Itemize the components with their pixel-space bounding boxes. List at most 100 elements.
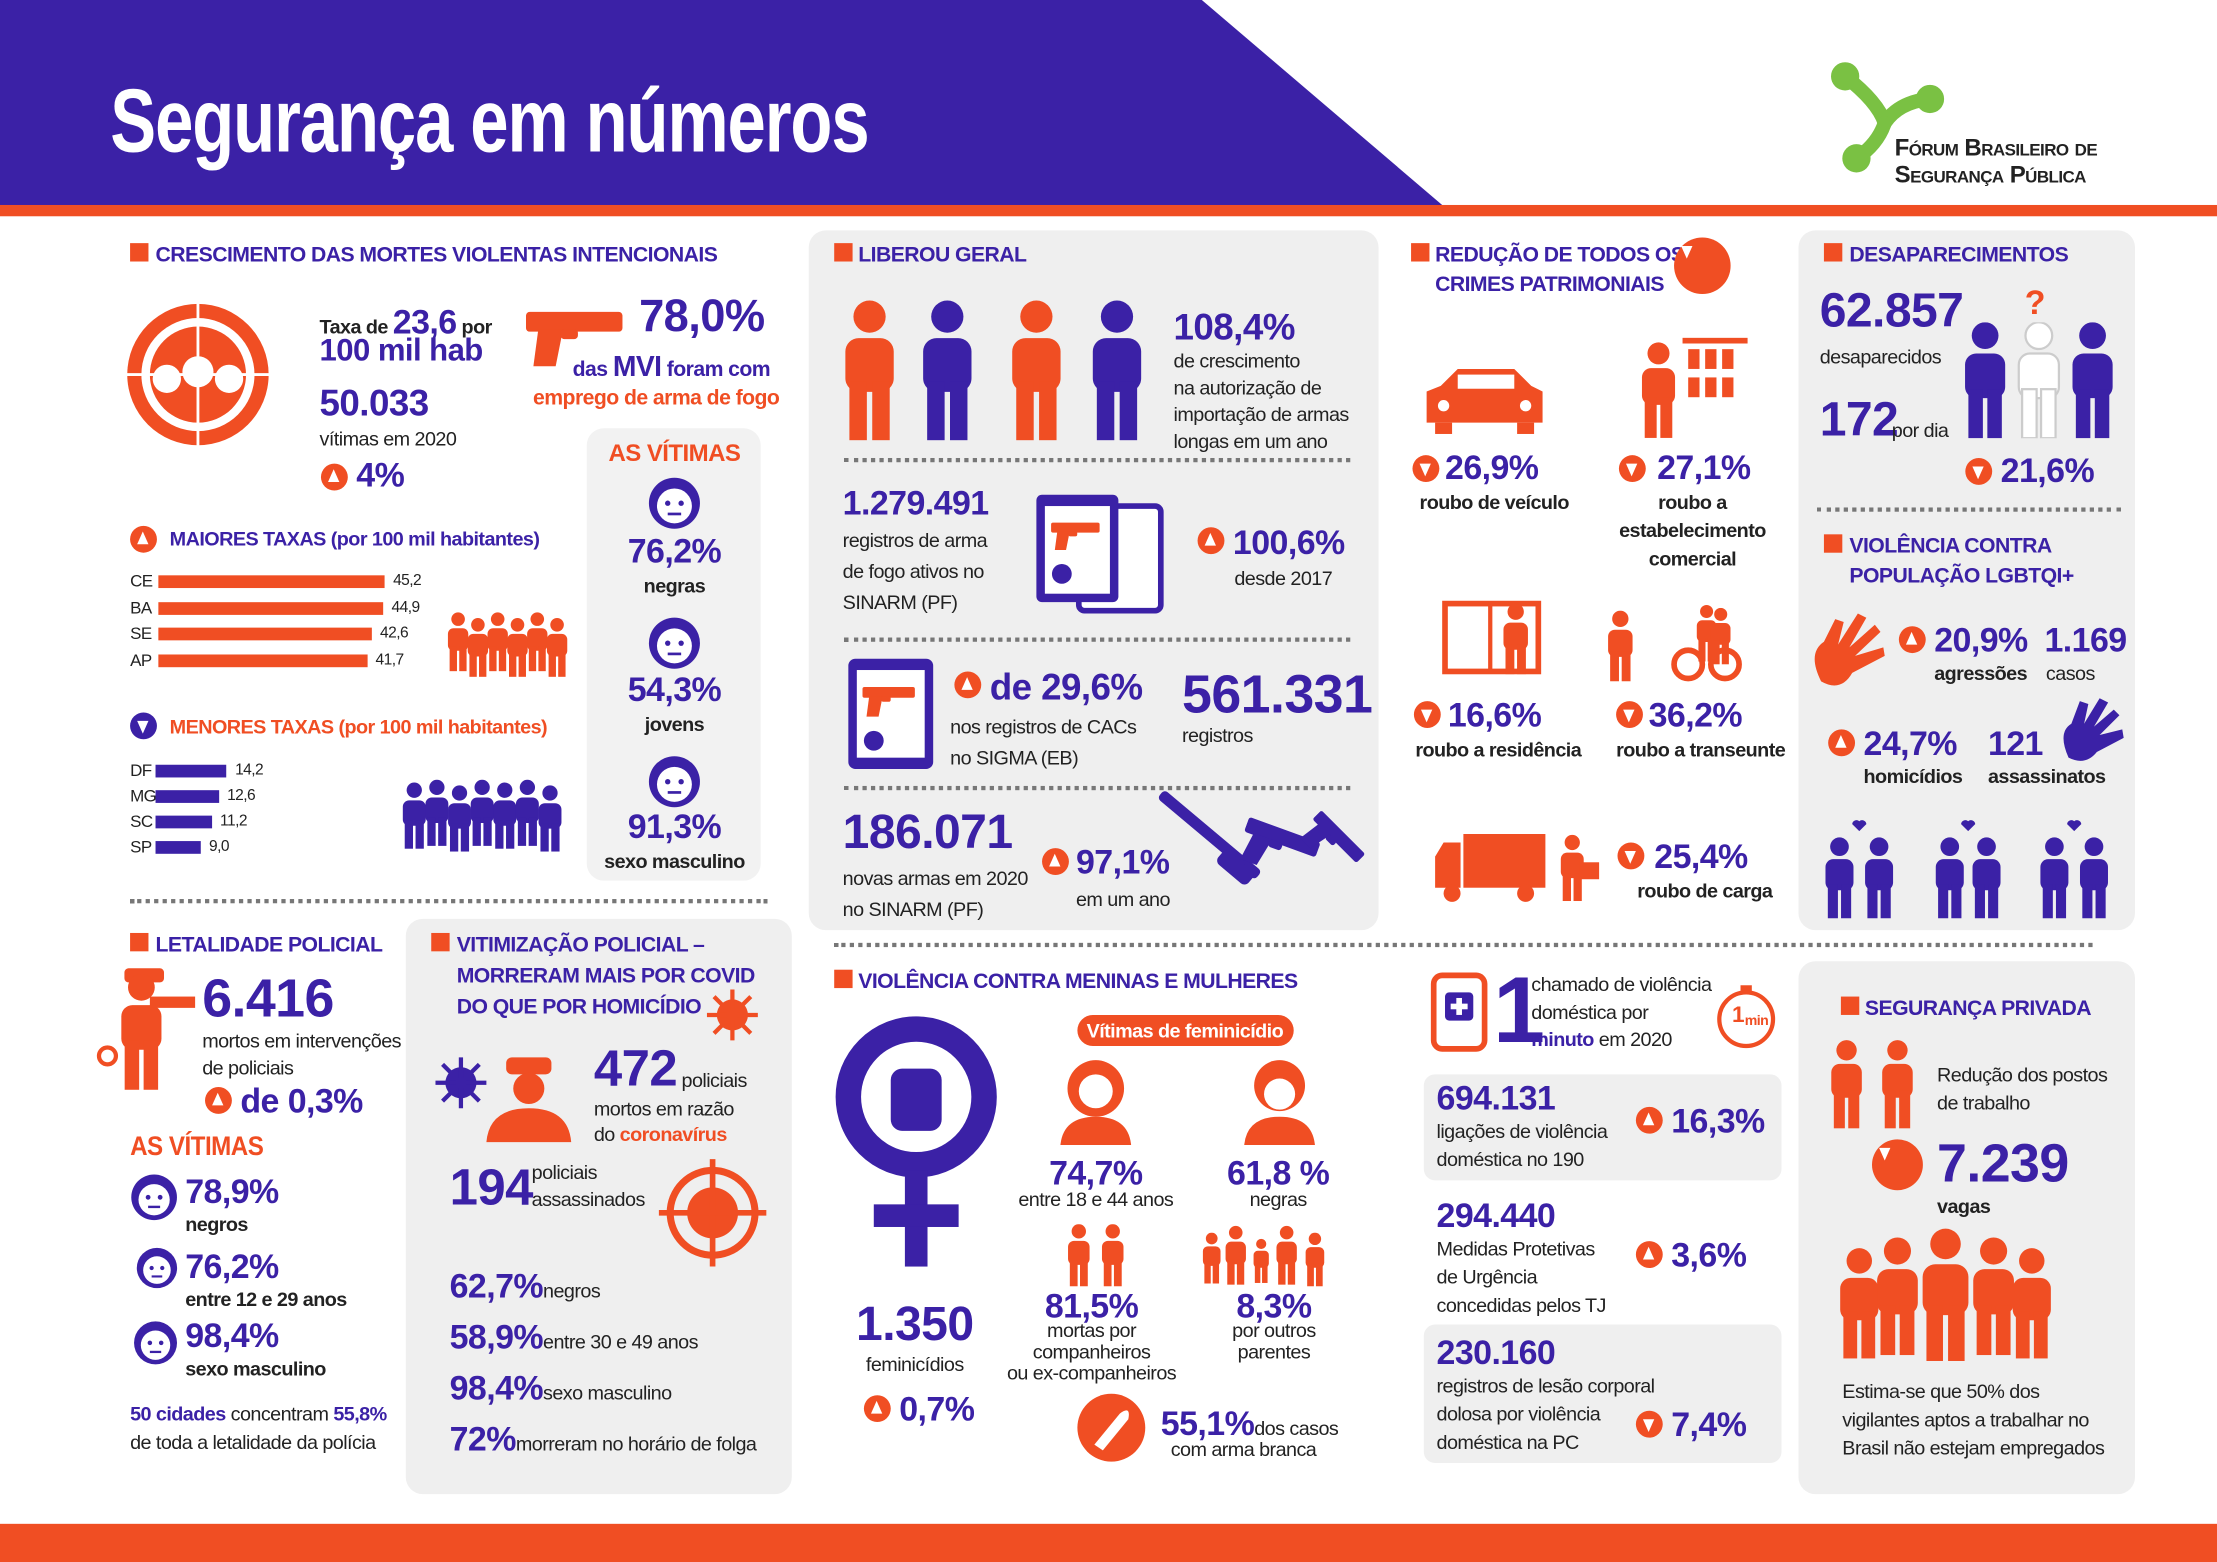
bar	[158, 575, 385, 589]
down-arrow	[1617, 842, 1645, 870]
stat-line: doméstica no 190	[1436, 1147, 1585, 1171]
victim-value: 91,3%	[627, 808, 722, 847]
stat-value: 6.416	[202, 969, 334, 1030]
stat-line: estabelecimento	[1619, 518, 1766, 542]
stat-line: desaparecidos	[1819, 344, 1942, 368]
title-marker	[130, 243, 149, 262]
divider	[130, 899, 768, 904]
stat-line: concedidas pelos TJ	[1436, 1293, 1607, 1317]
section-title: CRIMES PATRIMONIAIS	[1435, 272, 1664, 297]
stat-line: em um ano	[1075, 887, 1171, 911]
victim-label: sexo masculino	[604, 849, 745, 873]
text: 50 cidades	[130, 1402, 226, 1425]
people-icon	[1965, 322, 2113, 439]
stat-value: 16,3%	[1671, 1102, 1765, 1141]
stat-line: comercial	[1648, 547, 1737, 570]
up-arrow	[1635, 1241, 1663, 1268]
stat-value: 100,6%	[1232, 524, 1345, 563]
title-marker	[834, 969, 853, 989]
note-line: 50 cidades concentram 55,8%	[130, 1402, 387, 1425]
people-icon	[845, 300, 1142, 441]
stat-line: roubo a	[1658, 490, 1727, 514]
stat-line: assassinados	[531, 1187, 646, 1211]
question-mark: ?	[2024, 284, 2046, 323]
stat-line: mortas por	[1047, 1318, 1137, 1342]
bar	[155, 815, 212, 829]
down-arrow	[1872, 1139, 1923, 1191]
text: das	[572, 357, 608, 382]
text: foram com	[666, 357, 771, 382]
stat-line: registros de arma	[842, 528, 988, 552]
stat-line: companheiros	[1032, 1340, 1151, 1363]
victim-value: 76,2%	[627, 532, 722, 572]
rate-line: Taxa de 23,6 por	[320, 305, 493, 341]
down-arrow	[1616, 701, 1643, 728]
victim-label: negros	[185, 1212, 248, 1236]
panel	[1423, 1074, 1782, 1181]
clock-text: min	[1744, 1013, 1769, 1030]
stat-line: policiais	[681, 1068, 747, 1092]
stat-line: feminicídios	[865, 1352, 964, 1376]
up-arrow	[954, 671, 982, 699]
stat-label: negros	[543, 1279, 601, 1302]
up-arrow	[1898, 626, 1926, 654]
stat-value: 230.160	[1436, 1334, 1556, 1373]
stat-row: 62,7%negros	[450, 1269, 601, 1305]
stat-line: de crescimento	[1173, 349, 1301, 372]
victim-label: entre 12 e 29 anos	[185, 1287, 347, 1311]
up-arrow	[320, 463, 348, 491]
stat-value: 25,4%	[1654, 838, 1748, 877]
note-line: vigilantes aptos a trabalhar no	[1842, 1407, 2089, 1431]
stat-line: registros de lesão corporal	[1436, 1373, 1656, 1397]
stat-value: 186.071	[842, 805, 1013, 860]
victims-title: AS VÍTIMAS	[608, 439, 741, 467]
victim-label: sexo masculino	[185, 1357, 326, 1380]
value-label: 45,2	[393, 572, 422, 590]
bar	[158, 601, 384, 615]
text: 55,8%	[333, 1402, 387, 1425]
hand-icon	[1814, 613, 1885, 686]
stat-line: de policiais	[202, 1055, 294, 1079]
stat-value: 26,9%	[1445, 449, 1539, 488]
stat-value: 97,1%	[1075, 843, 1170, 883]
badge	[1077, 1014, 1294, 1047]
stat-value: 1.169	[2044, 621, 2127, 661]
victim-value: 78,9%	[185, 1173, 279, 1212]
stat-value: 561.331	[1182, 665, 1373, 726]
face-icon	[648, 616, 702, 670]
shop-icon	[1641, 337, 1748, 438]
logo-mark	[1831, 62, 1945, 173]
section-title: MORRERAM MAIS POR COVID	[456, 964, 756, 989]
stat-line: ligações de violência	[1436, 1119, 1608, 1143]
footer-band	[0, 1523, 2217, 1562]
down-arrow	[1413, 701, 1441, 728]
stat-value: 121	[1987, 725, 2043, 764]
victim-value: 76,2%	[185, 1248, 279, 1287]
text: coronavírus	[619, 1122, 728, 1145]
target-icon	[658, 1159, 767, 1267]
value-label: 14,2	[235, 761, 264, 779]
logo-line: Fórum Brasileiro de	[1894, 134, 2098, 162]
victims-title: AS VÍTIMAS	[130, 1132, 264, 1162]
document-icon	[1036, 494, 1164, 614]
title-marker	[1823, 534, 1843, 553]
value-label: 9,0	[209, 838, 229, 856]
knife-icon	[1077, 1393, 1146, 1462]
stat-value: 21,6%	[2000, 452, 2095, 491]
stat-line: novas armas em 2020	[842, 866, 1029, 890]
stat-line: homicídios	[1863, 764, 1963, 788]
text: MVI	[612, 351, 662, 384]
stat-value: 1.279.491	[842, 484, 989, 524]
stat-line: no SINARM (PF)	[842, 897, 984, 921]
stat-line: policiais	[531, 1160, 598, 1184]
stat-value: 74,7%	[1049, 1154, 1143, 1194]
clock-text: 1	[1732, 1003, 1745, 1028]
stat-line: Medidas Protetivas	[1436, 1236, 1596, 1260]
female-symbol	[835, 1016, 997, 1267]
stat-line: chamado de violência	[1531, 972, 1712, 996]
police-icon	[96, 968, 196, 1090]
category-label: SP	[130, 836, 152, 857]
hand-icon	[2063, 698, 2124, 761]
value-label: 41,7	[375, 650, 405, 668]
